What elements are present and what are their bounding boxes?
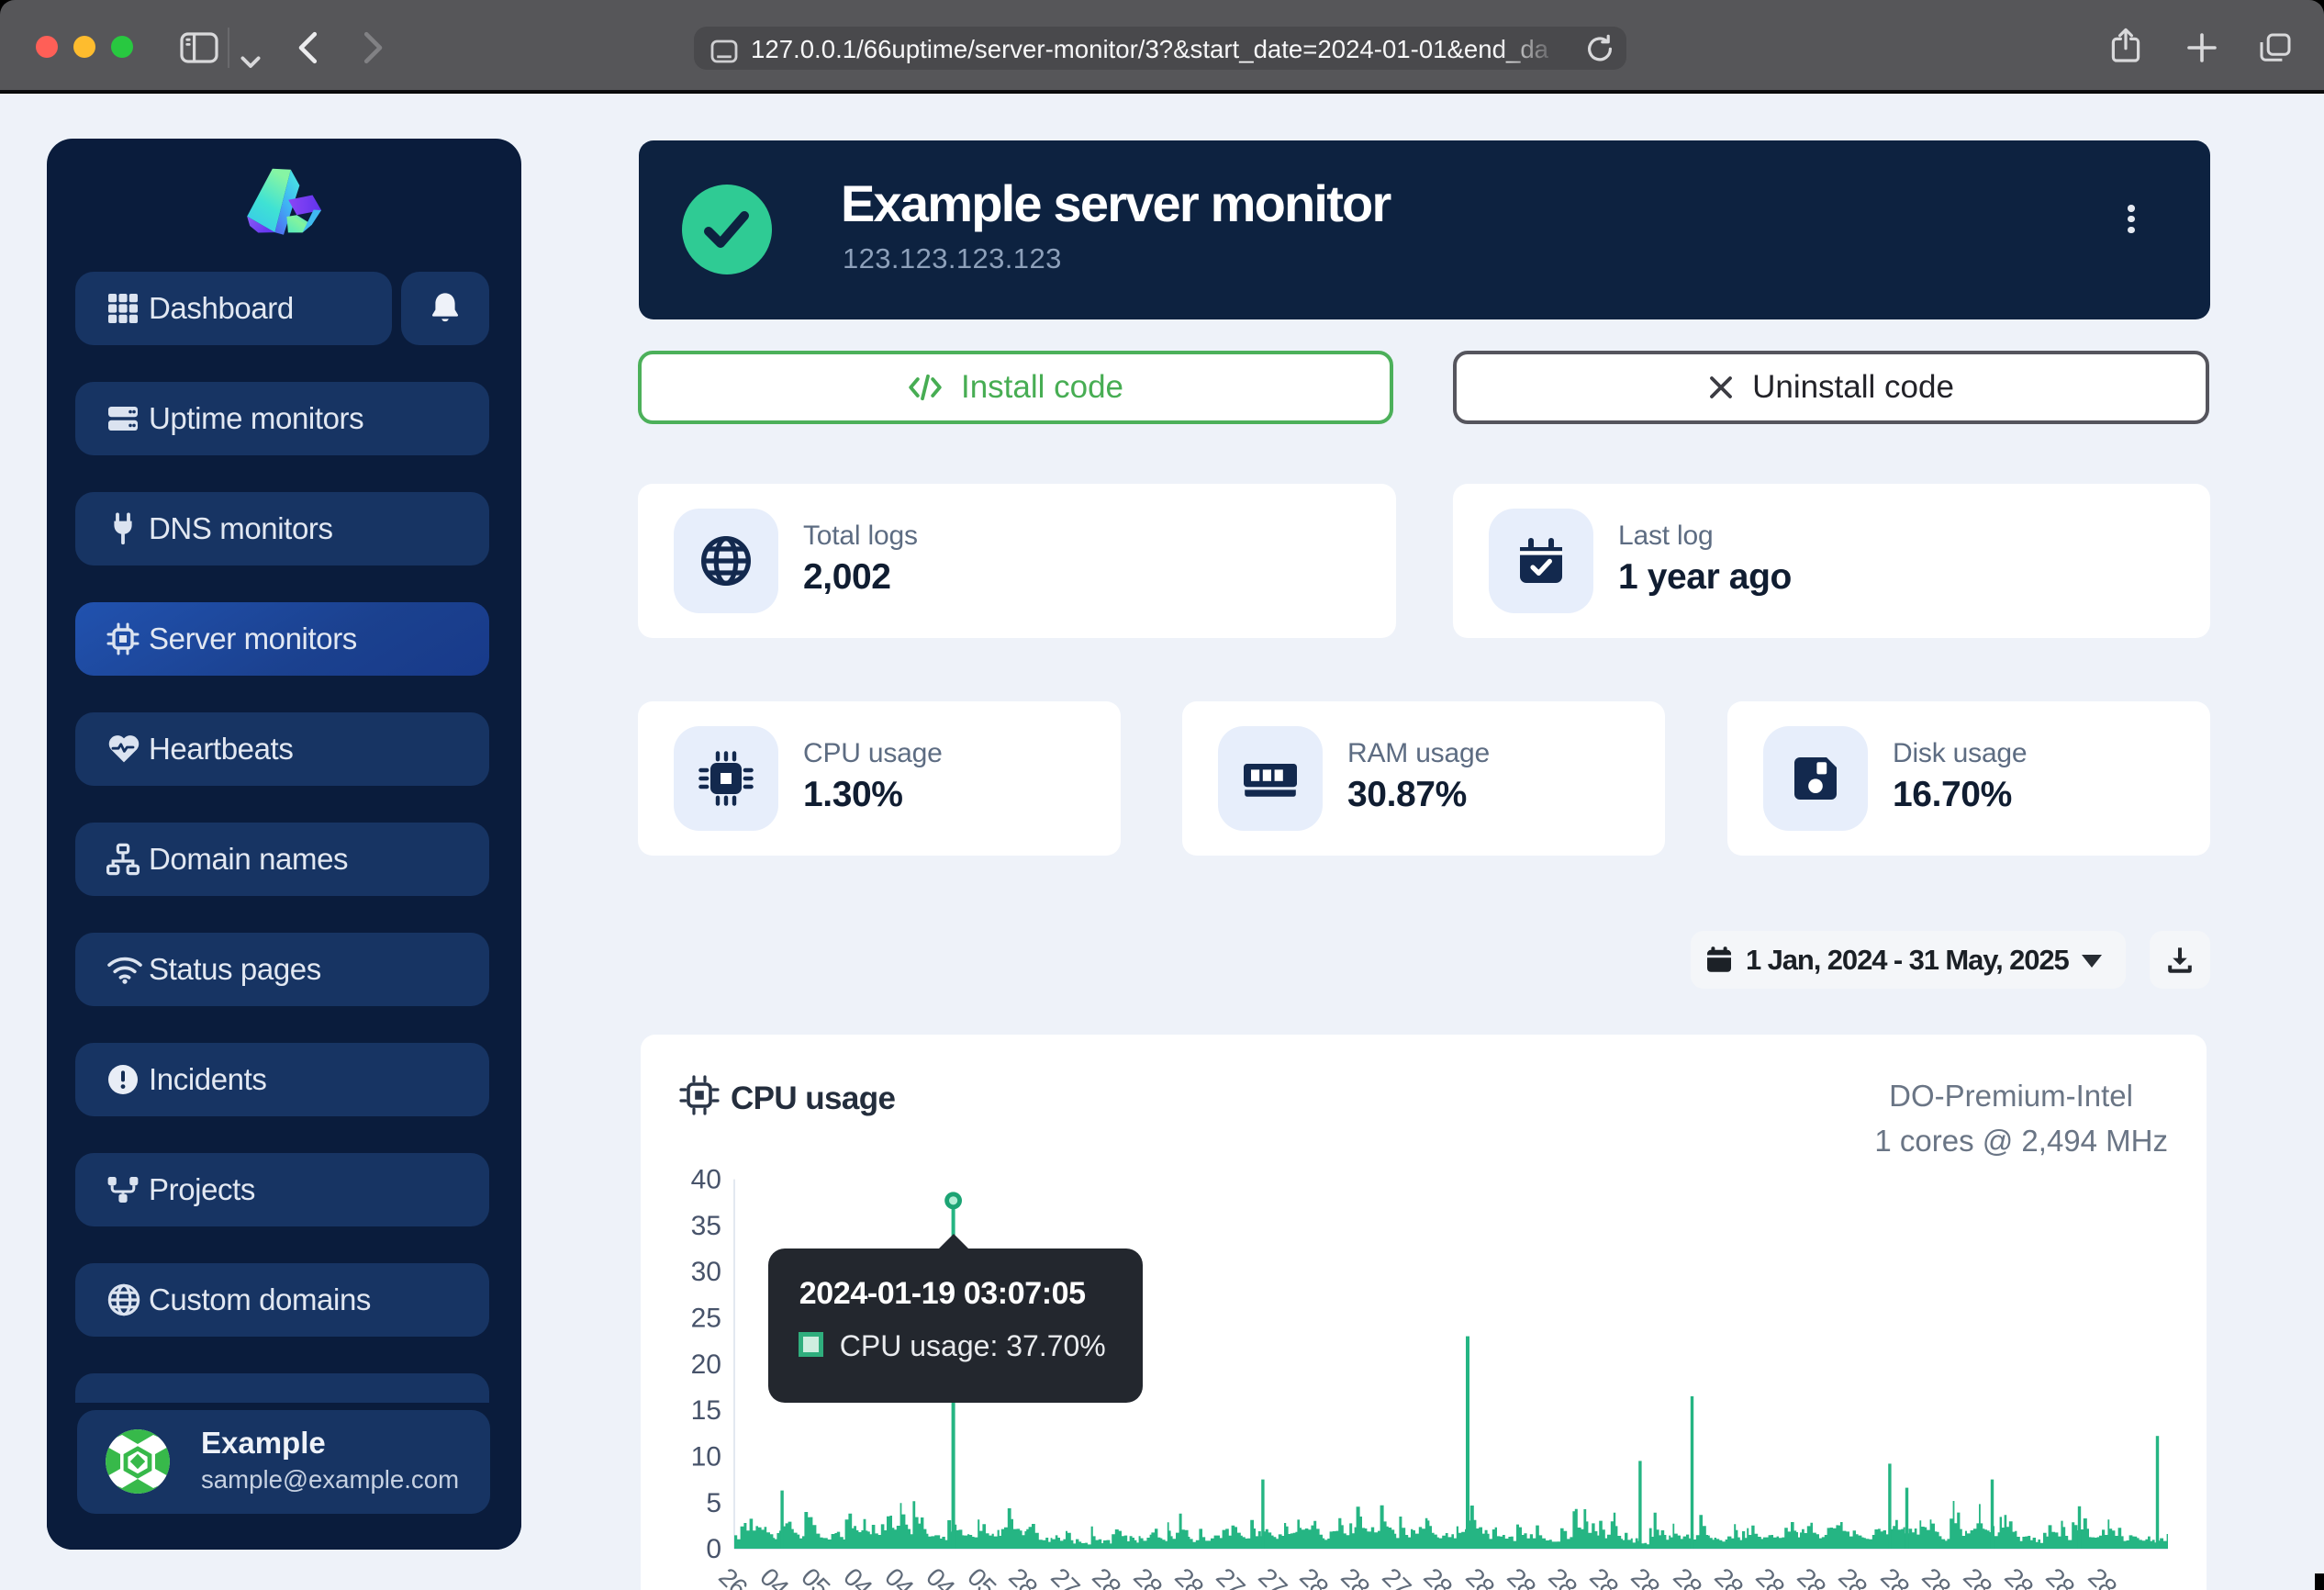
svg-text:10: 10 — [691, 1442, 721, 1472]
svg-text:5: 5 — [706, 1488, 721, 1518]
svg-text:40: 40 — [691, 1165, 721, 1195]
svg-text:35: 35 — [691, 1211, 721, 1241]
svg-text:25: 25 — [691, 1304, 721, 1334]
svg-text:0: 0 — [706, 1534, 721, 1564]
svg-text:30: 30 — [691, 1257, 721, 1287]
svg-text:15: 15 — [691, 1395, 721, 1426]
svg-text:20: 20 — [691, 1349, 721, 1380]
